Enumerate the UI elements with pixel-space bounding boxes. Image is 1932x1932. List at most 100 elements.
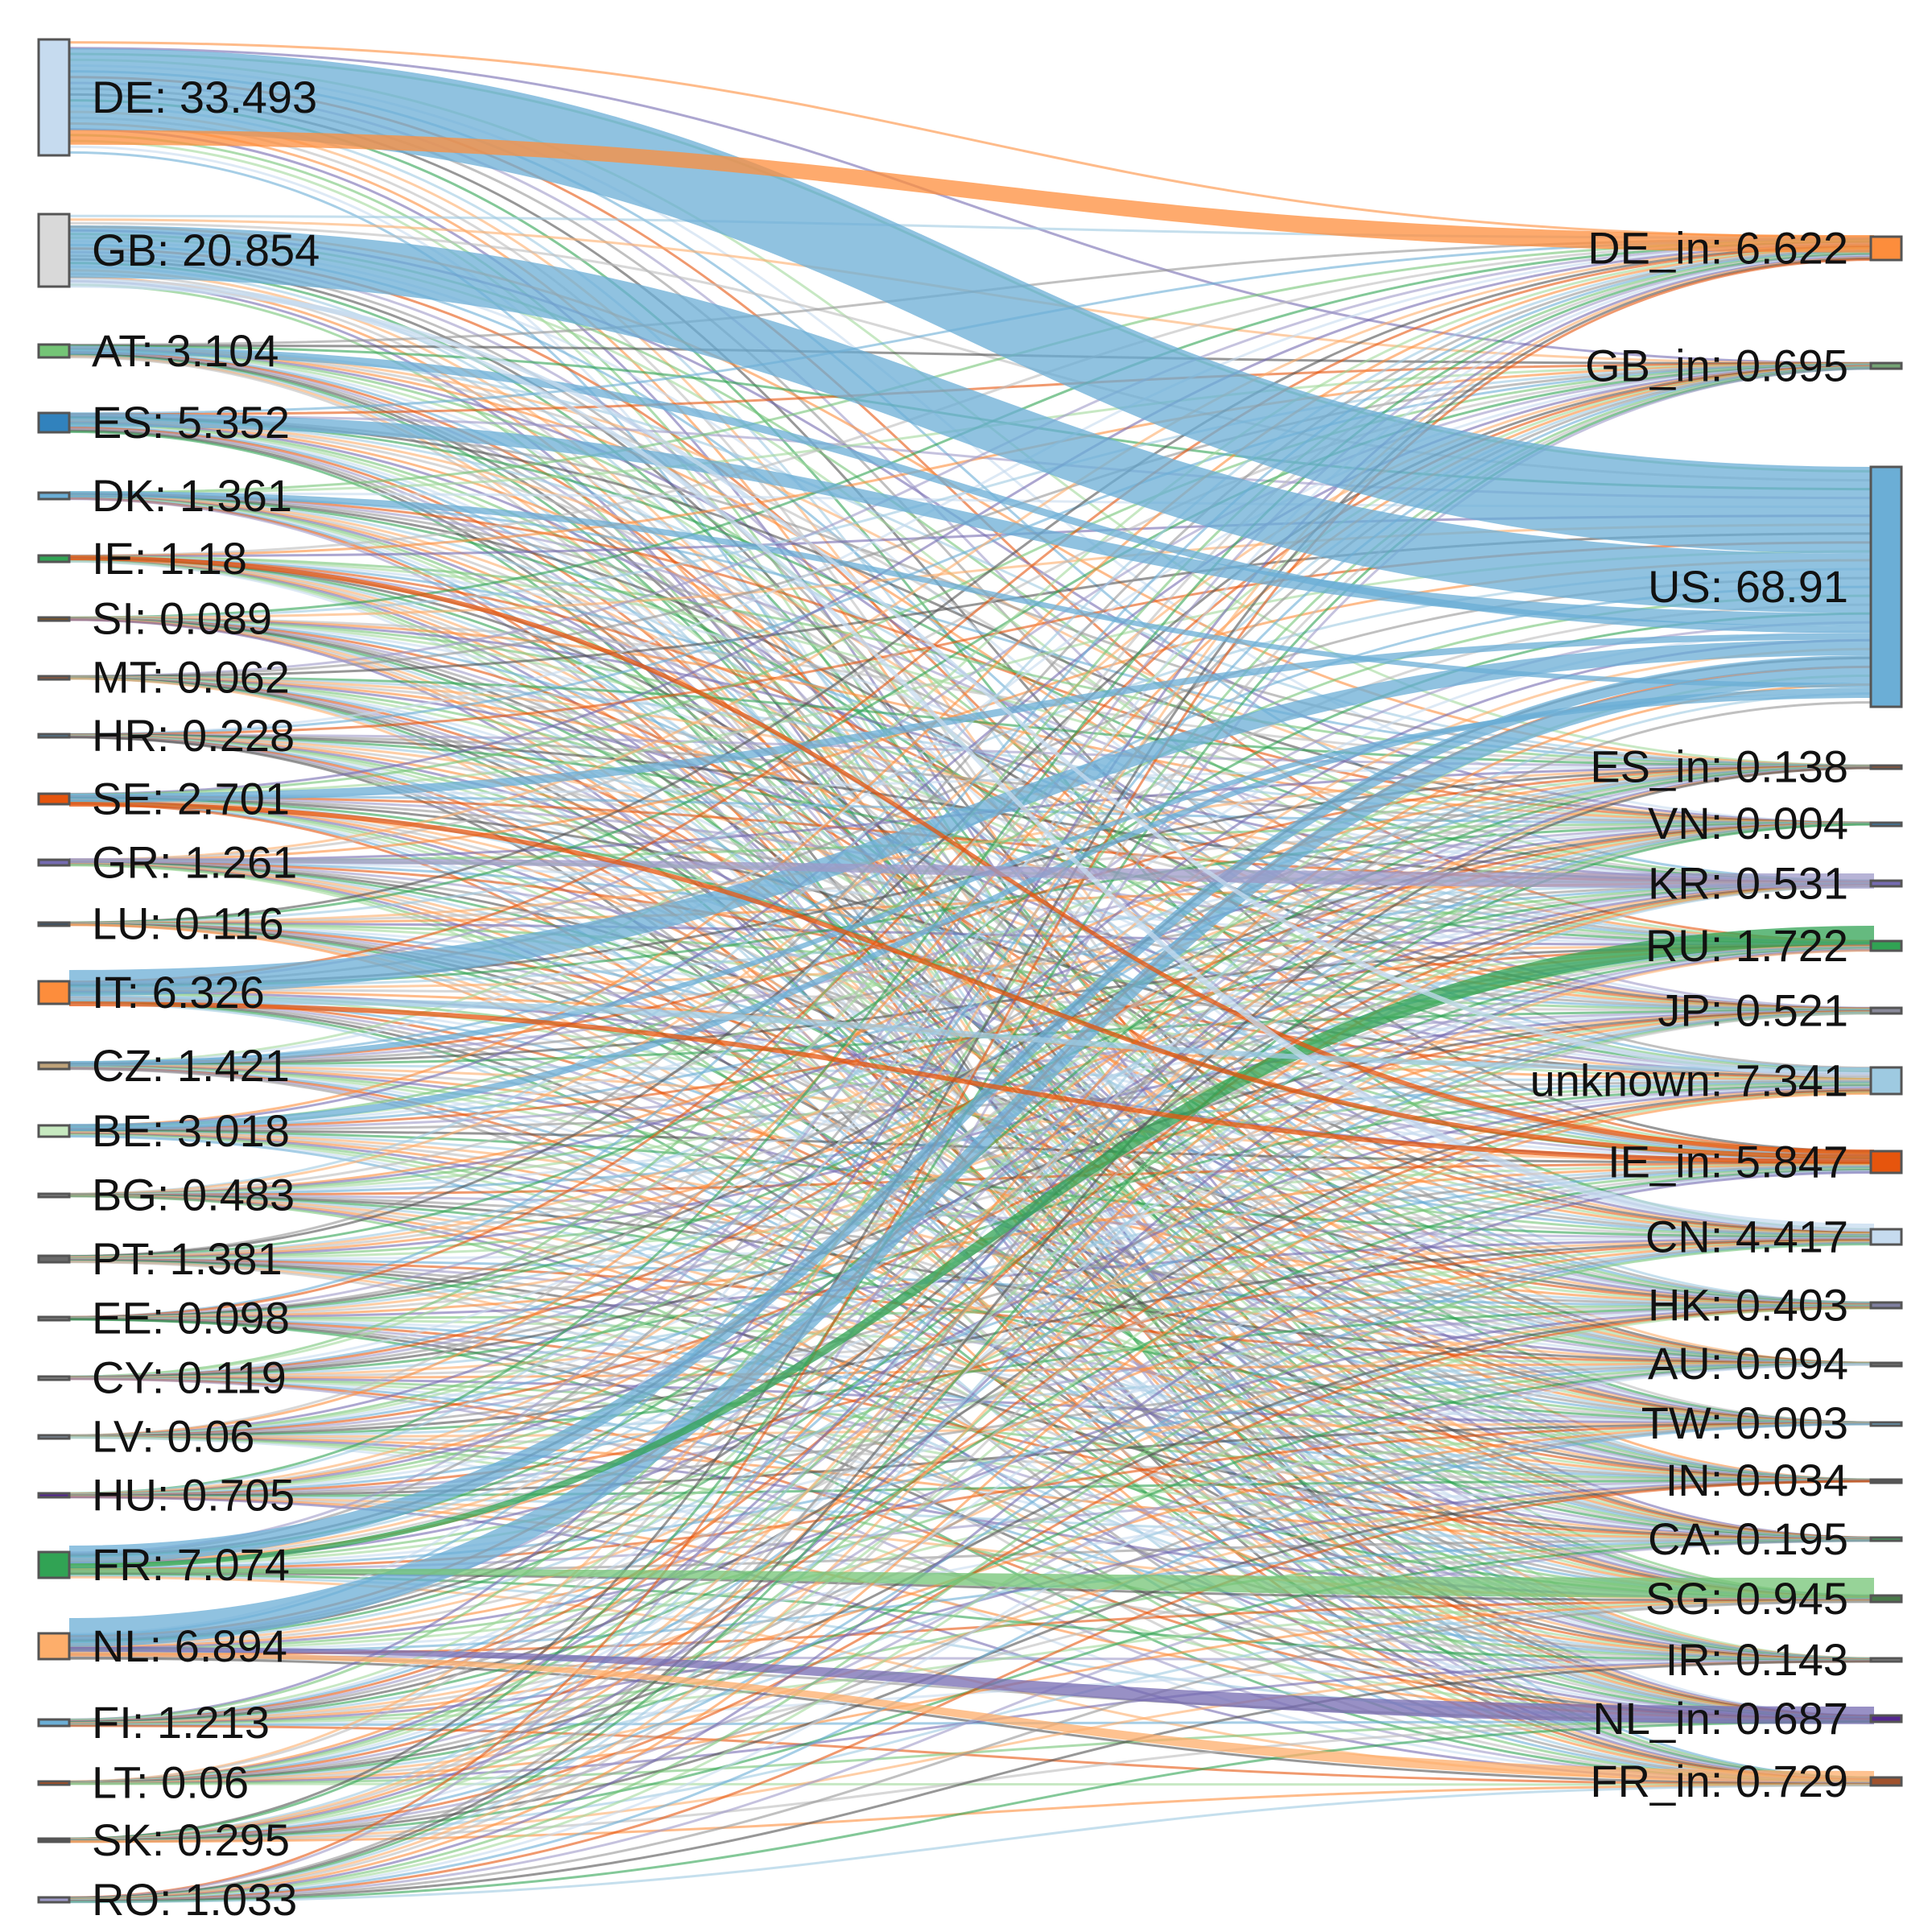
link-SK-to-AU: [68, 1363, 1875, 1842]
link-IT-to-IN: [68, 996, 1875, 1482]
node-label-CA: CA: 0.195: [1648, 1513, 1848, 1564]
link-BE-to-CN: [68, 1129, 1875, 1239]
ribbon-DK-to-US: [69, 491, 1874, 688]
link-PT-to-VN: [68, 822, 1875, 1259]
node-label-IE: IE: 1.18: [92, 533, 247, 584]
link-HU-to-ES_in: [68, 766, 1875, 1496]
link-BG-to-unknown: [68, 1081, 1875, 1196]
node-GB[interactable]: [37, 213, 71, 288]
node-label-JP: JP: 0.521: [1657, 985, 1848, 1036]
node-CN[interactable]: [1869, 1228, 1903, 1246]
link-HU-to-US: [68, 647, 1875, 1496]
ribbon-ES-to-US: [69, 413, 1874, 627]
node-SK[interactable]: [37, 1837, 71, 1843]
node-DE[interactable]: [37, 38, 71, 157]
link-SI-to-IE_in: [68, 617, 1875, 1158]
node-LU[interactable]: [37, 921, 71, 927]
node-label-LU: LU: 0.116: [92, 898, 284, 949]
node-GB_in[interactable]: [1869, 361, 1903, 370]
link-MT-to-HK: [68, 676, 1875, 1306]
node-label-FR: FR: 7.074: [92, 1539, 290, 1590]
node-IN[interactable]: [1869, 1478, 1903, 1484]
link-LT-to-JP: [68, 1011, 1875, 1784]
node-IE[interactable]: [37, 554, 71, 564]
node-BG[interactable]: [37, 1192, 71, 1199]
node-SI[interactable]: [37, 616, 71, 622]
node-JP[interactable]: [1869, 1006, 1903, 1015]
node-LV[interactable]: [37, 1434, 71, 1440]
node-label-AT: AT: 3.104: [92, 325, 279, 376]
node-DK[interactable]: [37, 491, 71, 501]
link-CZ-to-HK: [68, 1065, 1875, 1307]
node-RO[interactable]: [37, 1896, 71, 1904]
node-unknown[interactable]: [1869, 1066, 1903, 1096]
link-PT-to-US: [68, 612, 1875, 1258]
node-IE_in[interactable]: [1869, 1150, 1903, 1174]
node-LT[interactable]: [37, 1780, 71, 1786]
node-TW[interactable]: [1869, 1421, 1903, 1427]
node-ES_in[interactable]: [1869, 764, 1903, 770]
node-CY[interactable]: [37, 1375, 71, 1381]
link-HU-to-AU: [68, 1363, 1875, 1497]
node-ES[interactable]: [37, 411, 71, 434]
node-GR[interactable]: [37, 858, 71, 867]
node-IT[interactable]: [37, 980, 71, 1005]
link-AT-to-CN: [68, 349, 1875, 1232]
link-SK-to-US: [68, 691, 1875, 1840]
link-GR-to-DE_in: [68, 244, 1875, 861]
link-FR-to-KR: [68, 884, 1875, 1561]
link-PT-to-unknown: [68, 1082, 1875, 1260]
link-DE-to-TW: [68, 116, 1875, 1424]
ribbon-GR-to-KR: [69, 858, 1874, 889]
link-LV-to-DE_in: [68, 252, 1875, 1437]
link-IT-to-GB_in: [68, 364, 1875, 985]
node-PT[interactable]: [37, 1254, 71, 1264]
node-label-BG: BG: 0.483: [92, 1170, 295, 1220]
ribbon-IE-to-IE_in: [69, 555, 1874, 1154]
link-DK-to-ES_in: [68, 492, 1875, 767]
node-SG[interactable]: [1869, 1594, 1903, 1604]
link-PT-to-HK: [68, 1258, 1875, 1307]
node-label-ES: ES: 5.352: [92, 397, 290, 448]
node-AT[interactable]: [37, 343, 71, 359]
node-HK[interactable]: [1869, 1301, 1903, 1310]
node-NL[interactable]: [37, 1632, 71, 1661]
node-BE[interactable]: [37, 1124, 71, 1138]
link-PT-to-FR_in: [68, 1261, 1875, 1784]
link-FI-to-IE_in: [68, 1169, 1875, 1724]
node-HU[interactable]: [37, 1492, 71, 1499]
node-MT[interactable]: [37, 675, 71, 681]
node-FR[interactable]: [37, 1550, 71, 1579]
node-FI[interactable]: [37, 1718, 71, 1728]
node-label-EE: EE: 0.098: [92, 1293, 290, 1344]
link-LV-to-HK: [68, 1305, 1875, 1439]
node-label-MT: MT: 0.062: [92, 652, 290, 703]
node-KR[interactable]: [1869, 879, 1903, 888]
link-LT-to-CN: [68, 1241, 1875, 1785]
link-CZ-to-ES_in: [68, 766, 1875, 1065]
link-CY-to-US: [68, 630, 1875, 1378]
node-RU[interactable]: [1869, 939, 1903, 952]
link-RO-to-TW: [68, 1422, 1875, 1902]
node-HR[interactable]: [37, 733, 71, 739]
node-FR_in[interactable]: [1869, 1776, 1903, 1787]
node-IR[interactable]: [1869, 1657, 1903, 1663]
node-CA[interactable]: [1869, 1536, 1903, 1542]
link-FI-to-HK: [68, 1306, 1875, 1725]
node-label-IN: IN: 0.034: [1666, 1455, 1848, 1505]
node-US[interactable]: [1869, 465, 1903, 708]
node-label-HK: HK: 0.403: [1648, 1280, 1848, 1331]
node-NL_in[interactable]: [1869, 1714, 1903, 1724]
node-AU[interactable]: [1869, 1361, 1903, 1368]
node-DE_in[interactable]: [1869, 235, 1903, 262]
link-BG-to-CN: [68, 1194, 1875, 1240]
link-CZ-to-KR: [68, 882, 1875, 1066]
node-VN[interactable]: [1869, 821, 1903, 828]
link-RO-to-KR: [68, 885, 1875, 1901]
link-HR-to-NL_in: [68, 736, 1875, 1719]
node-label-SG: SG: 0.945: [1645, 1573, 1848, 1624]
node-EE[interactable]: [37, 1315, 71, 1322]
node-CZ[interactable]: [37, 1061, 71, 1071]
node-SE[interactable]: [37, 792, 71, 806]
